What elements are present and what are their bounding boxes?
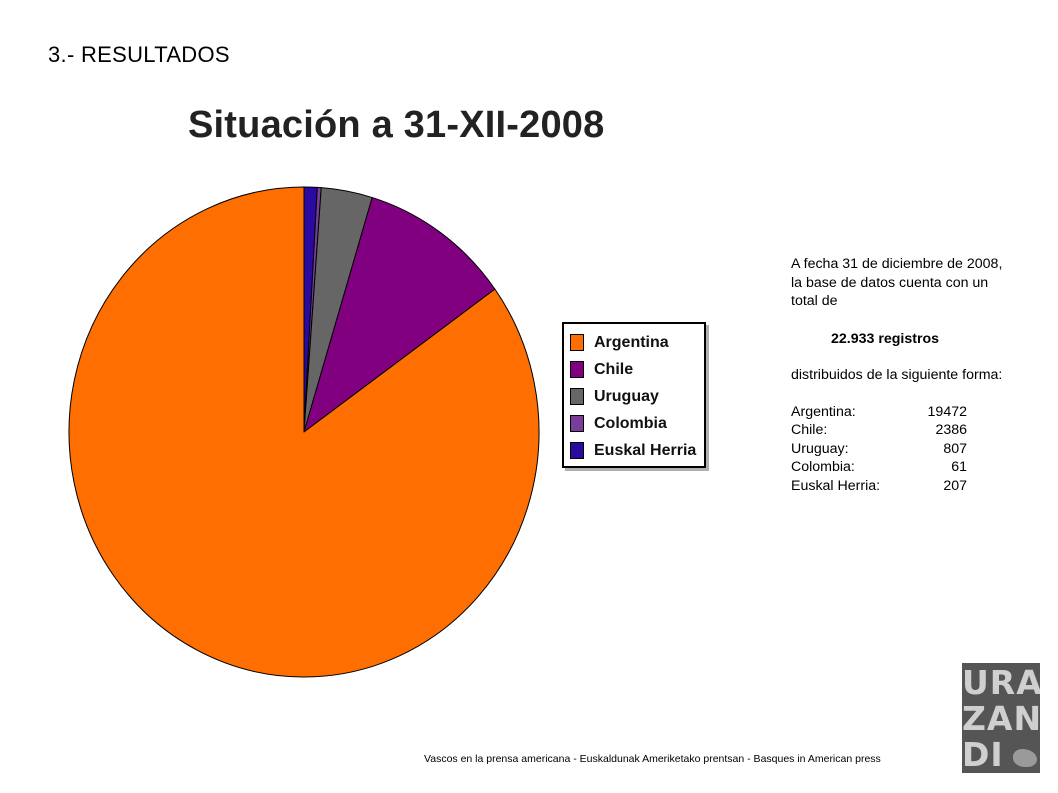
- legend-label: Colombia: [594, 414, 667, 432]
- legend-item-uruguay: Uruguay: [570, 383, 704, 410]
- logo-line: ZAN: [962, 699, 1040, 738]
- footer-caption: Vascos en la prensa americana - Euskaldu…: [424, 753, 881, 765]
- legend-item-argentina: Argentina: [570, 329, 704, 356]
- legend-swatch: [570, 415, 584, 432]
- table-row: Euskal Herria: 207: [791, 477, 967, 496]
- row-count: 807: [943, 440, 967, 457]
- table-row: Chile: 2386: [791, 421, 967, 440]
- row-country: Uruguay:: [791, 440, 849, 457]
- table-row: Colombia: 61: [791, 458, 967, 477]
- logo-line: URA: [962, 663, 1040, 702]
- pie-slice-chile: [303, 197, 496, 433]
- row-count: 19472: [927, 403, 967, 420]
- legend-label: Euskal Herria: [594, 441, 697, 459]
- row-count: 207: [943, 477, 967, 494]
- info-distribution: distribuidos de la siguiente forma:: [791, 367, 1003, 383]
- urazandi-logo: URA ZAN DI: [962, 663, 1040, 773]
- legend-label: Uruguay: [594, 387, 659, 405]
- legend-swatch: [570, 442, 584, 459]
- table-row: Uruguay: 807: [791, 440, 967, 459]
- row-country: Argentina:: [791, 403, 856, 420]
- row-count: 2386: [935, 422, 967, 438]
- row-country: Colombia:: [791, 459, 855, 475]
- legend-label: Chile: [594, 360, 634, 378]
- legend-item-euskal-herria: Euskal Herria: [570, 437, 704, 464]
- info-panel: A fecha 31 de diciembre de 2008, la base…: [791, 255, 1011, 495]
- row-count: 61: [951, 459, 967, 475]
- chart-legend: Argentina Chile Uruguay Colombia Euskal …: [562, 322, 706, 468]
- bird-icon: [1013, 749, 1037, 767]
- legend-swatch: [570, 334, 584, 351]
- pie-slice-argentina: [68, 186, 540, 678]
- chart-title: Situación a 31-XII-2008: [188, 104, 605, 146]
- distribution-table: Argentina: 19472 Chile: 2386 Uruguay: 80…: [791, 403, 967, 496]
- info-intro: A fecha 31 de diciembre de 2008, la base…: [791, 256, 1003, 309]
- legend-item-chile: Chile: [570, 356, 704, 383]
- row-country: Chile:: [791, 422, 828, 438]
- legend-swatch: [570, 388, 584, 405]
- logo-line: DI: [962, 735, 1004, 773]
- row-country: Euskal Herria:: [791, 477, 881, 494]
- pie-chart: [68, 186, 540, 678]
- table-row: Argentina: 19472: [791, 403, 967, 422]
- info-total: 22.933 registros: [831, 330, 940, 347]
- legend-item-colombia: Colombia: [570, 410, 704, 437]
- legend-label: Argentina: [594, 333, 669, 351]
- legend-swatch: [570, 361, 584, 378]
- section-title: 3.- RESULTADOS: [48, 42, 230, 67]
